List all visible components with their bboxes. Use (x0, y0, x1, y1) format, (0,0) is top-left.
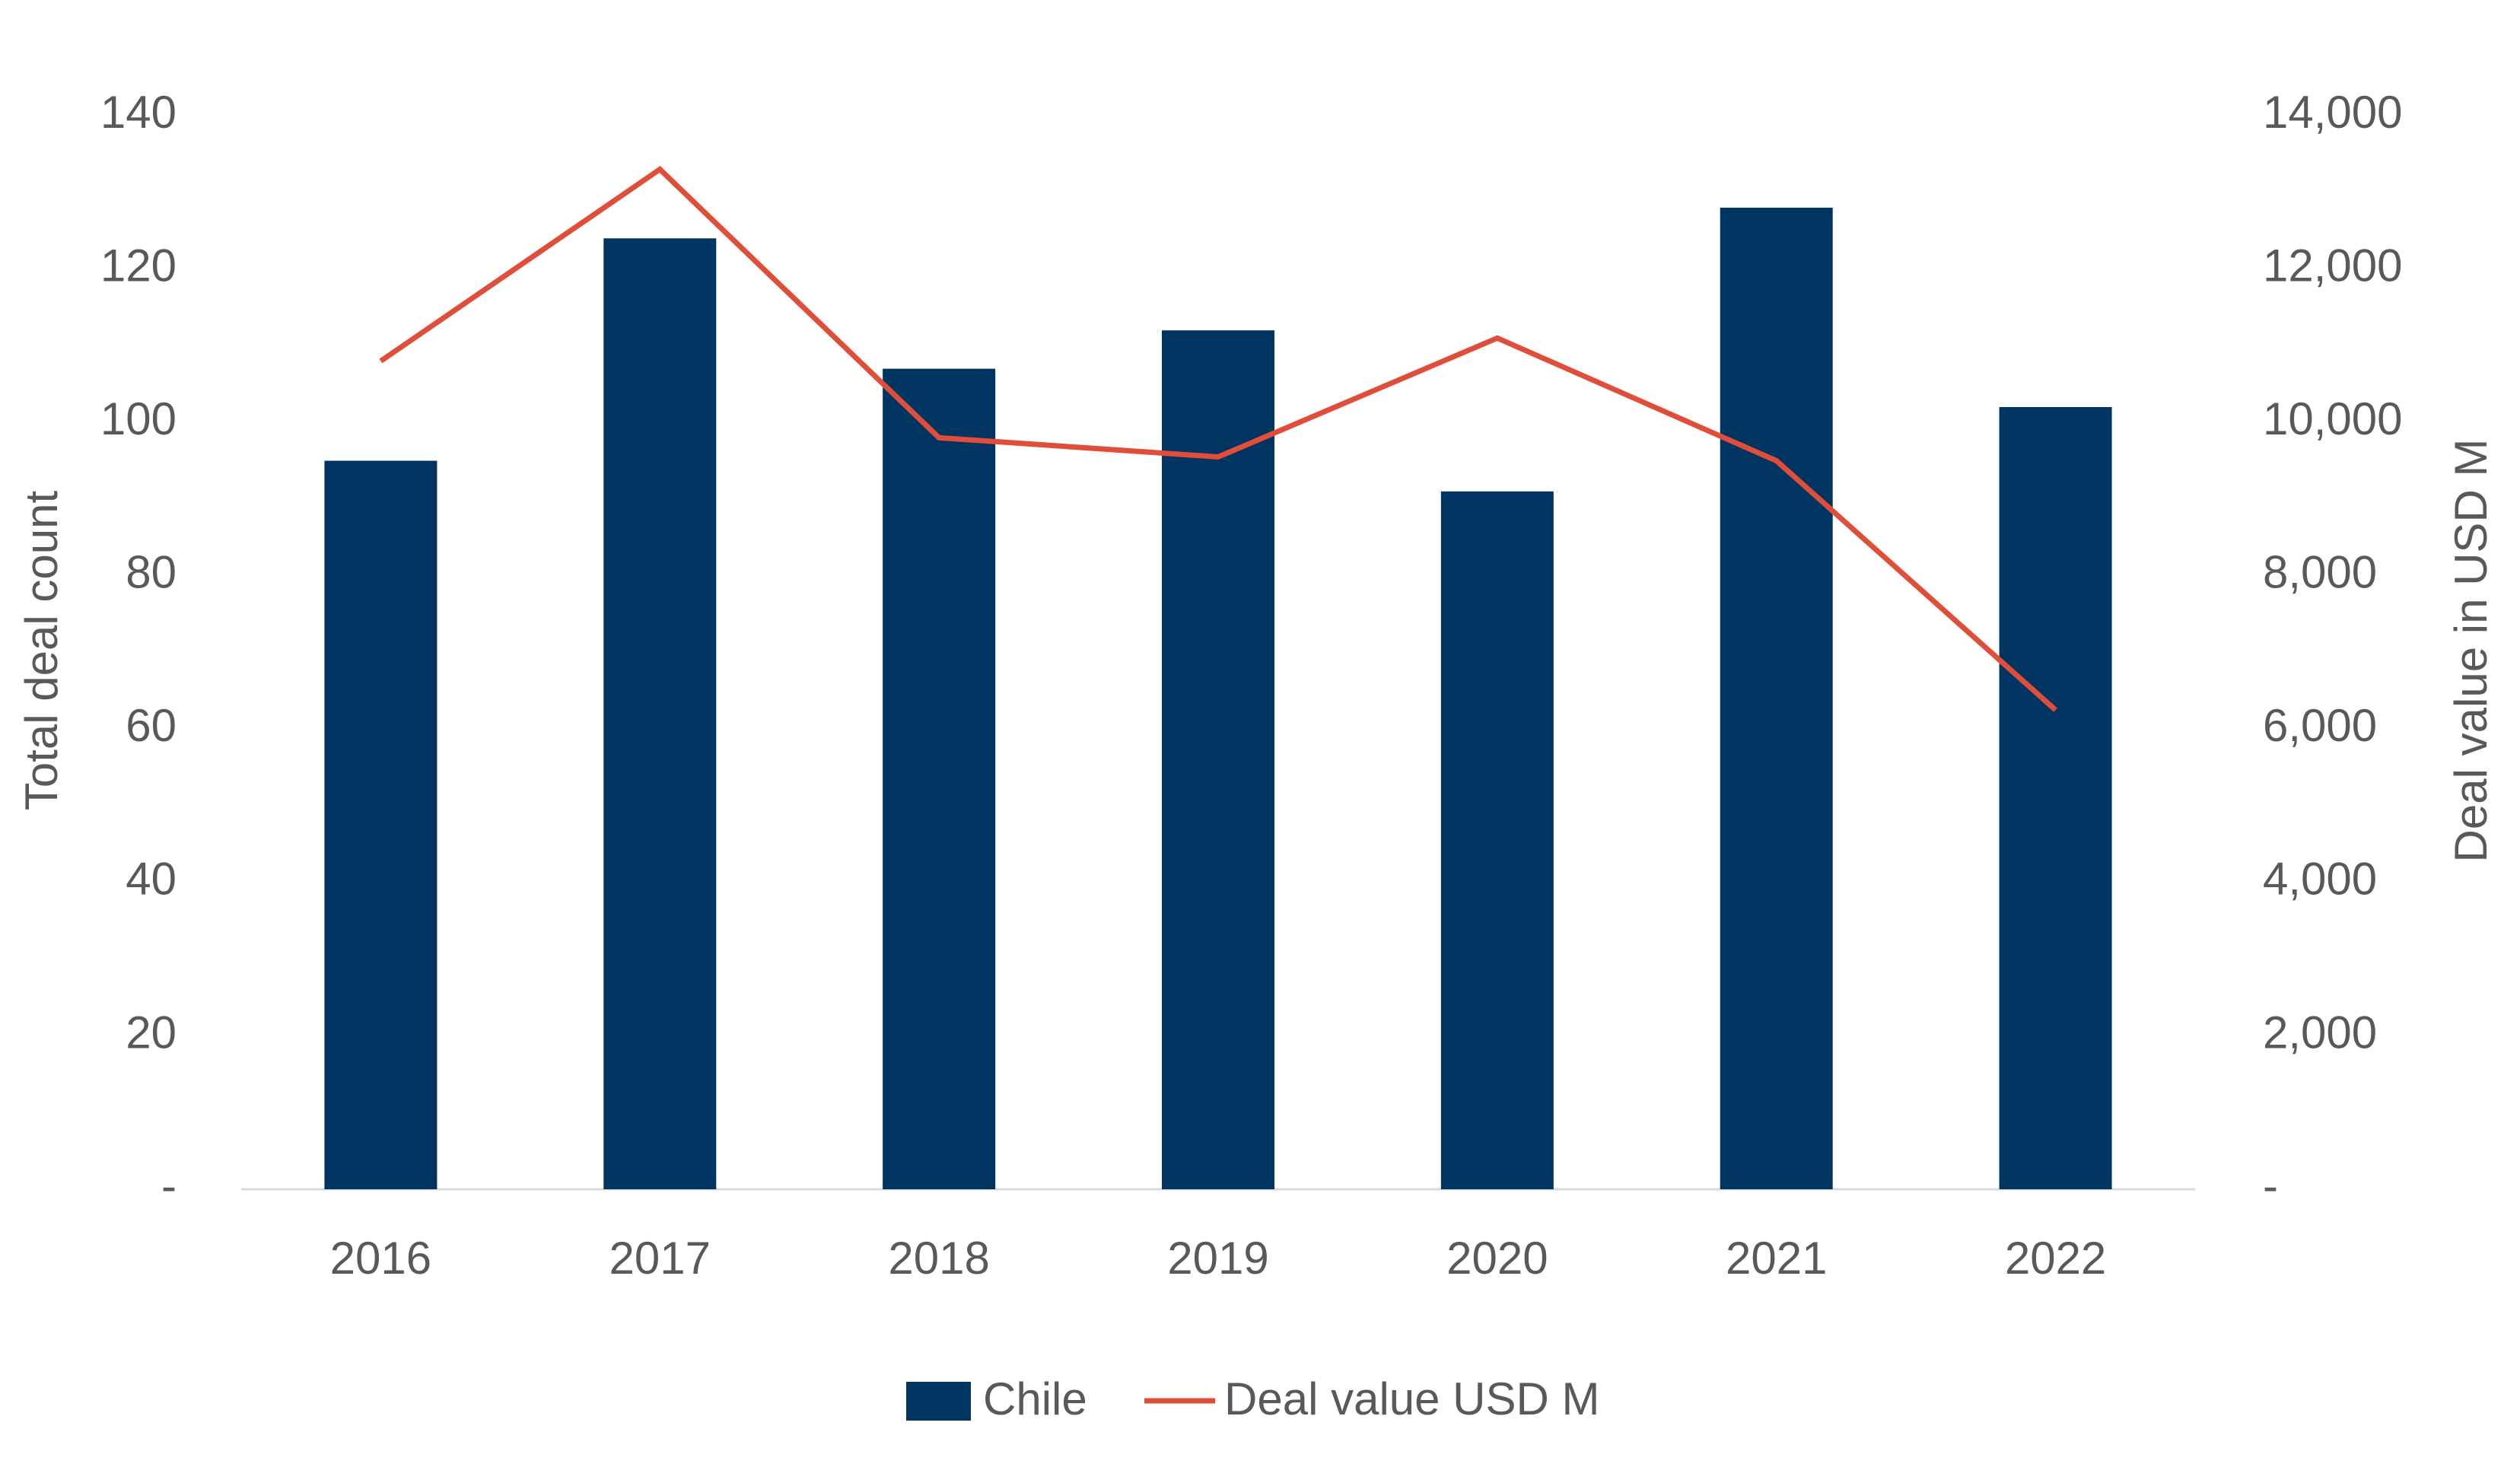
legend-swatch (906, 1382, 971, 1421)
bar (1720, 207, 1833, 1189)
y-tick-label: 100 (100, 393, 177, 444)
y2-tick-label: 6,000 (2263, 700, 2377, 751)
y2-axis-title: Deal value in USD M (2445, 439, 2496, 863)
y-tick-label: 140 (100, 87, 177, 138)
bar (1440, 491, 1554, 1189)
bar (324, 460, 438, 1189)
bar (1999, 406, 2112, 1189)
y2-tick-label: 10,000 (2263, 393, 2403, 444)
y2-tick-label: - (2263, 1160, 2278, 1211)
y2-tick-label: 14,000 (2263, 87, 2403, 138)
y2-tick-label: 2,000 (2263, 1007, 2377, 1058)
y-tick-label: 120 (100, 240, 177, 291)
y-tick-label: 80 (126, 547, 177, 598)
x-tick-label: 2016 (330, 1233, 431, 1284)
x-tick-label: 2017 (609, 1233, 711, 1284)
y-tick-label: - (161, 1160, 177, 1211)
y-tick-label: 60 (126, 700, 177, 751)
bar (1162, 330, 1274, 1190)
y-axis-title: Total deal count (16, 491, 67, 811)
bar (603, 238, 717, 1190)
legend-label: Chile (983, 1373, 1087, 1424)
legend-label: Deal value USD M (1224, 1373, 1600, 1424)
x-tick-label: 2019 (1167, 1233, 1268, 1284)
y2-tick-label: 12,000 (2263, 240, 2403, 291)
y2-tick-label: 4,000 (2263, 854, 2377, 905)
x-tick-label: 2018 (888, 1233, 989, 1284)
x-tick-label: 2022 (2005, 1233, 2106, 1284)
x-tick-label: 2021 (1726, 1233, 1827, 1284)
x-tick-label: 2020 (1446, 1233, 1548, 1284)
y-tick-label: 20 (126, 1007, 177, 1058)
y2-tick-label: 8,000 (2263, 547, 2377, 598)
bar (883, 368, 996, 1189)
line (379, 166, 2057, 712)
y-tick-label: 40 (126, 854, 177, 905)
